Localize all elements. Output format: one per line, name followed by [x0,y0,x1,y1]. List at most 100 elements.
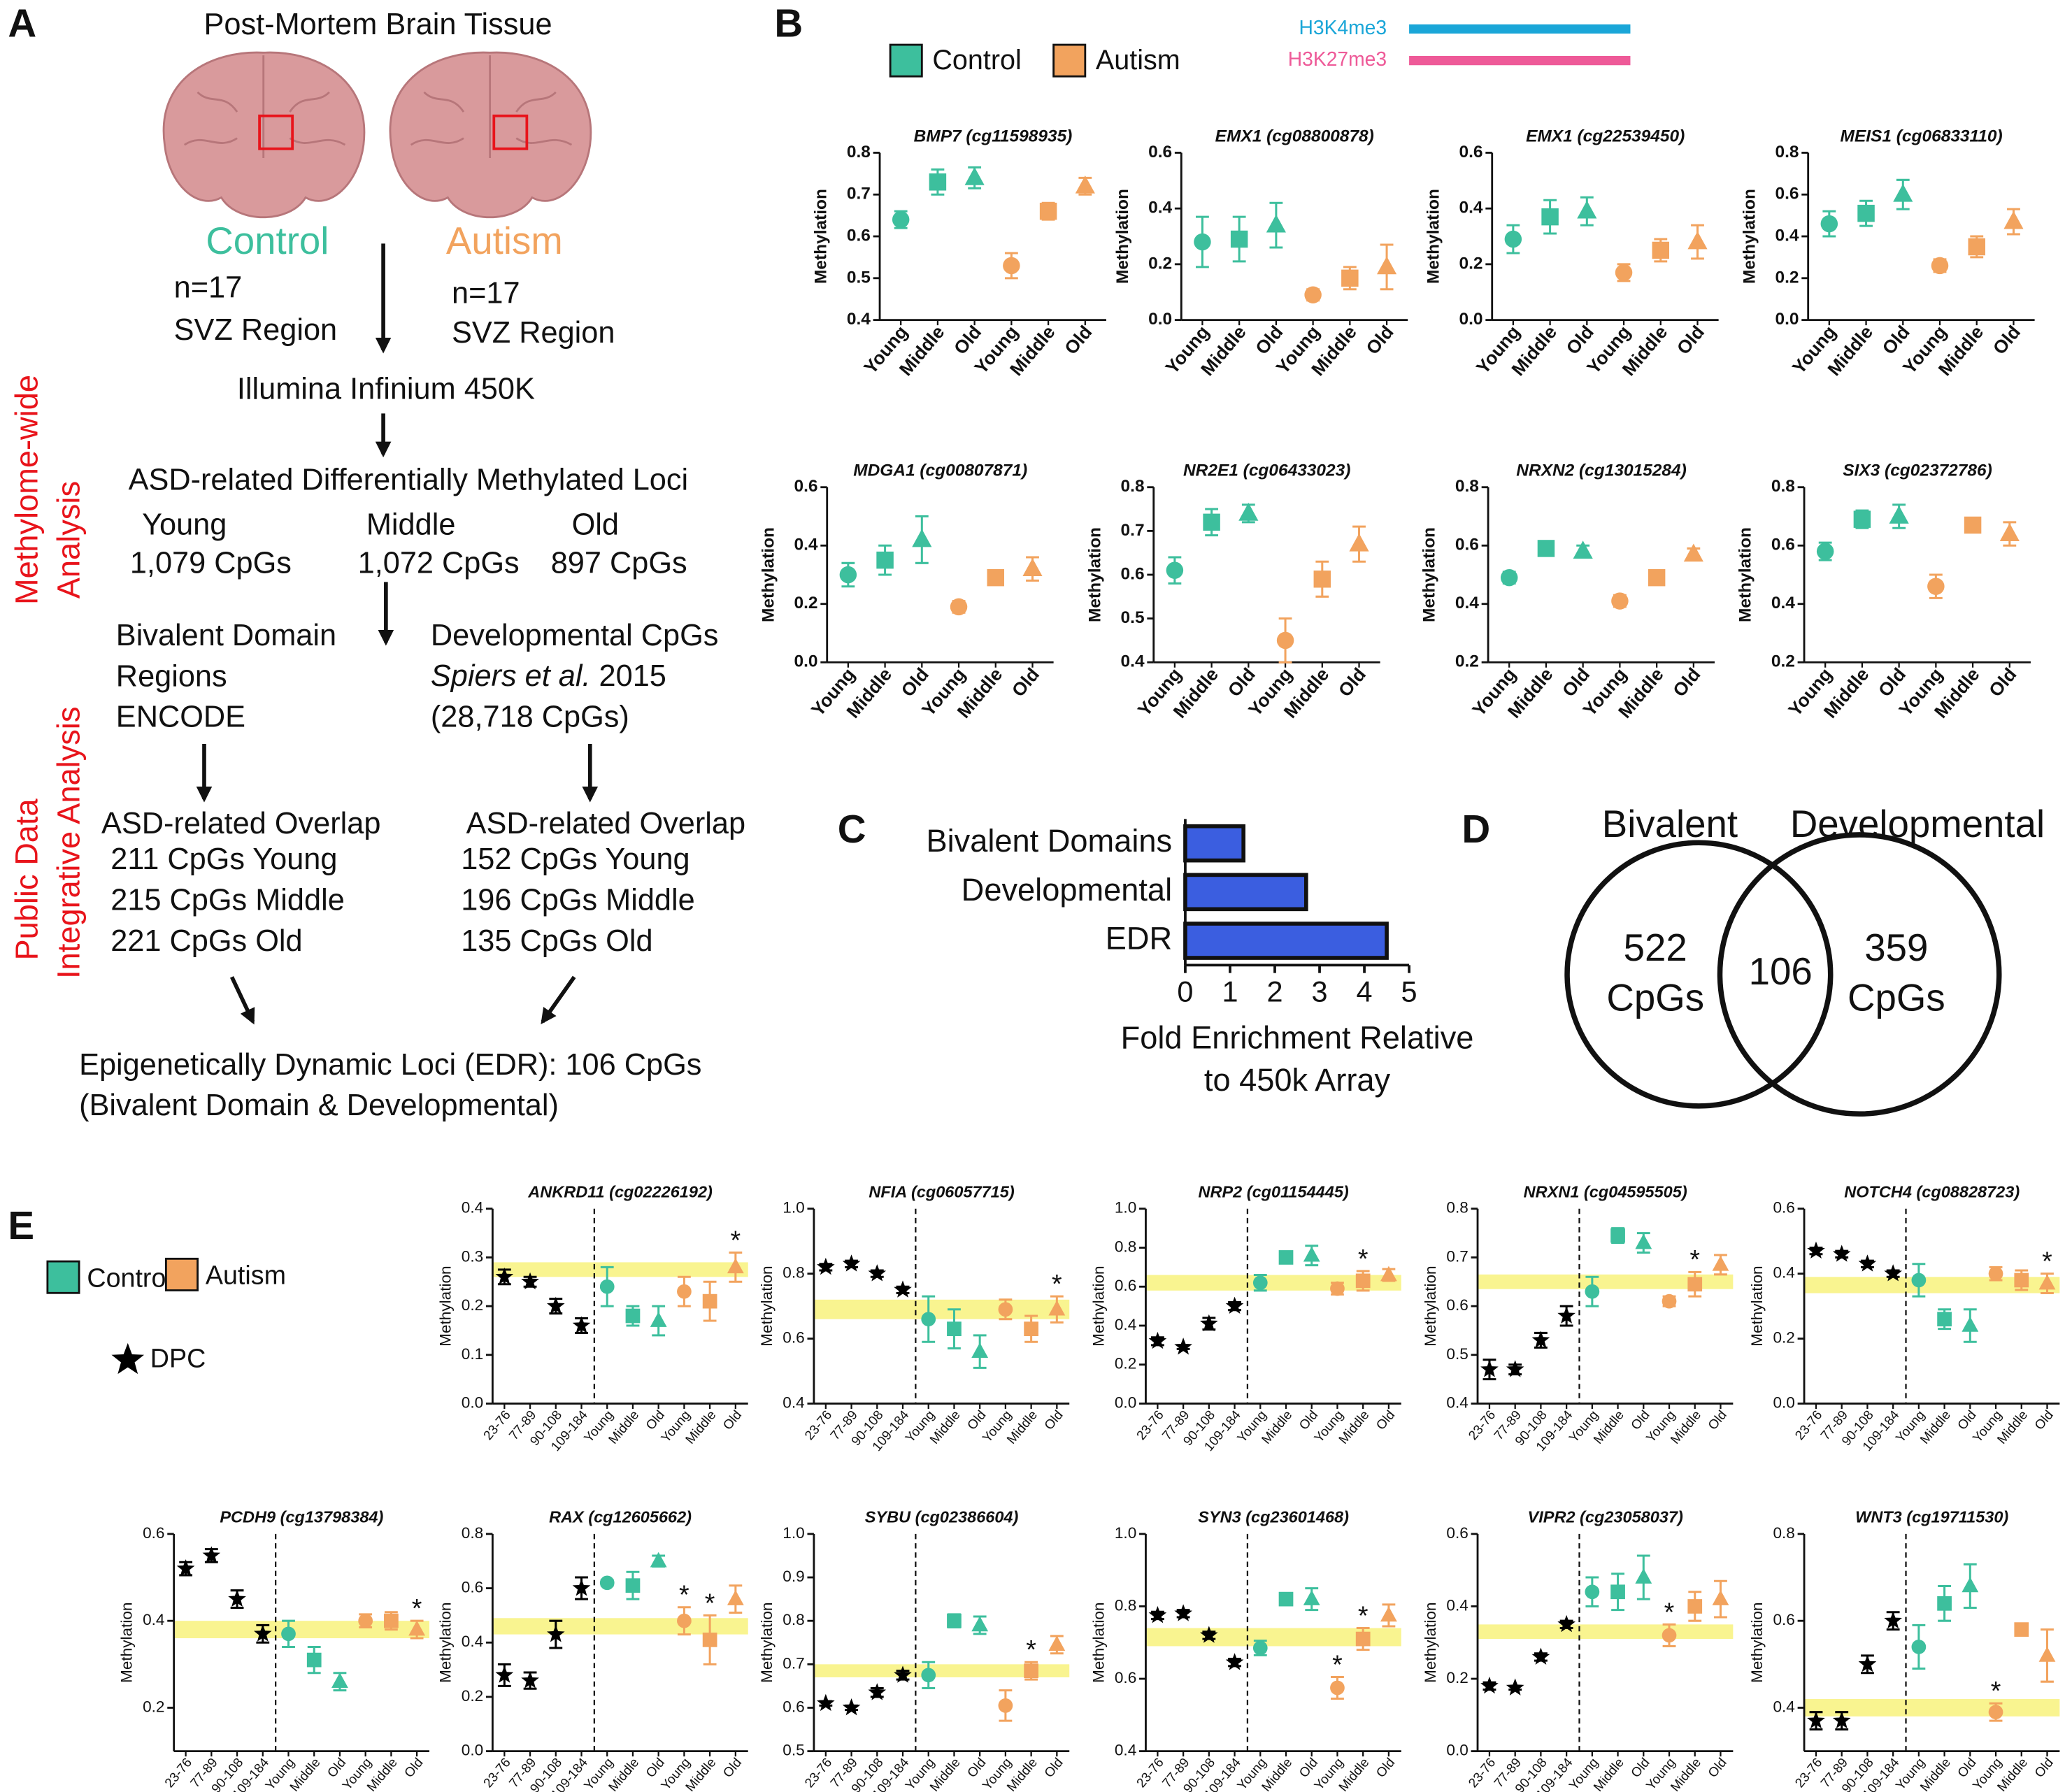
significance-mark: * [705,1588,715,1617]
track-label: H3K27me3 [1288,48,1387,70]
y-axis-label: Methylation [1113,189,1132,284]
y-tick-label: 0.0 [1148,310,1172,329]
data-point [839,566,857,584]
y-axis-label: Methylation [1090,1603,1108,1683]
y-tick-label: 0.0 [1446,1742,1468,1759]
data-point [572,1316,591,1333]
data-point [1194,233,1211,251]
data-point [1968,238,1985,256]
data-point [408,1620,426,1636]
data-point [1376,256,1397,275]
y-tick-label: 0.4 [143,1611,164,1628]
y-tick-label: 0.2 [143,1698,164,1715]
y-tick-label: 0.6 [1115,1277,1136,1294]
x-tick-label: 23-76 [1465,1755,1498,1790]
track-label: H3K4me3 [1299,16,1387,38]
y-tick-label: 1.0 [1115,1199,1136,1217]
data-point [1174,1338,1192,1355]
x-tick-label: Old [1989,322,2024,359]
legend-swatch [46,1260,80,1294]
data-point [1504,230,1522,248]
reference-band [1478,1274,1734,1289]
y-tick-label: 0.4 [794,536,818,554]
y-tick-label: 0.0 [1775,310,1799,329]
data-point [1999,523,2020,541]
data-point [1500,568,1518,587]
data-point [1531,1331,1550,1348]
category-label: Developmental [962,872,1172,908]
y-tick-label: 0.8 [462,1524,483,1542]
data-point [971,1342,989,1358]
data-point [1712,1590,1729,1605]
arrow [541,975,576,1025]
data-point [868,1683,887,1700]
data-point [947,1321,962,1336]
bivalent-text: Regions [116,659,227,693]
data-point [876,551,894,569]
data-point [1585,1584,1600,1600]
y-axis-label: Methylation [1085,527,1104,622]
brain [389,51,592,218]
y-tick-label: 0.4 [1459,199,1483,217]
panel-label: A [8,1,36,45]
plot-title: RAX (cg12605662) [549,1508,692,1526]
data-point [1148,1605,1167,1623]
data-point [625,1308,641,1324]
significance-mark: * [1026,1635,1036,1664]
y-tick-label: 0.4 [1773,1264,1794,1282]
y-tick-label: 0.7 [1121,521,1145,540]
significance-mark: * [679,1580,689,1610]
y-tick-label: 0.8 [1771,477,1795,496]
y-axis-label: Methylation [1748,1266,1766,1346]
x-tick-label: Old [1008,664,1043,701]
y-tick-label: 0.2 [1455,652,1479,671]
y-tick-label: 0.6 [1775,185,1799,203]
data-point [495,1665,514,1683]
venn-overlap: 106 [1749,950,1813,993]
data-point [1380,1266,1397,1282]
y-tick-label: 0.4 [1446,1596,1468,1614]
data-point [912,529,932,547]
plot-title: EMX1 (cg08800878) [1215,127,1374,145]
data-point [1573,540,1593,559]
y-tick-label: 1.0 [783,1199,804,1217]
data-point [228,1589,246,1607]
plot-title: SIX3 (cg02372786) [1843,461,1992,480]
x-tick-label: 5 [1401,976,1417,1008]
data-point [964,167,985,185]
x-tick-label: 23-76 [480,1407,513,1442]
y-tick-label: 0.4 [783,1393,804,1411]
data-point [331,1672,348,1688]
data-point [1039,202,1057,220]
data-point [1506,1678,1524,1696]
y-tick-label: 0.0 [1115,1393,1136,1411]
y-tick-label: 0.4 [462,1633,483,1650]
data-point [1238,503,1259,521]
x-tick-label: 23-76 [1134,1407,1166,1442]
data-point [1303,1246,1320,1262]
x-tick-label: Old [720,1755,744,1780]
plot-title: NR2E1 (cg06433023) [1183,461,1350,480]
y-tick-label: 0.6 [1115,1669,1136,1686]
group-n: n=17 [174,271,243,305]
data-point [1687,1599,1703,1614]
y-axis-label: Methylation [1422,1603,1439,1683]
y-tick-label: 0.9 [783,1568,804,1585]
overlap-line: 221 CpGs Old [110,924,302,958]
y-tick-label: 0.1 [462,1345,483,1363]
y-tick-label: 0.4 [847,310,871,329]
data-point [1200,1626,1218,1643]
dml-title: ASD-related Differentially Methylated Lo… [129,464,689,497]
plot-title: NRXN2 (cg13015284) [1516,461,1686,480]
data-point [1889,506,1909,524]
y-tick-label: 0.3 [462,1247,483,1265]
bivalent-text: ENCODE [116,701,245,734]
y-tick-label: 0.2 [1459,254,1483,273]
overlap-line: 215 CpGs Middle [110,883,345,917]
y-tick-label: 0.6 [1446,1296,1468,1314]
y-axis-label: Methylation [759,527,778,622]
count: 897 CpGs [551,546,687,580]
x-tick-label: Old [1373,1407,1397,1433]
bar [1183,873,1308,912]
